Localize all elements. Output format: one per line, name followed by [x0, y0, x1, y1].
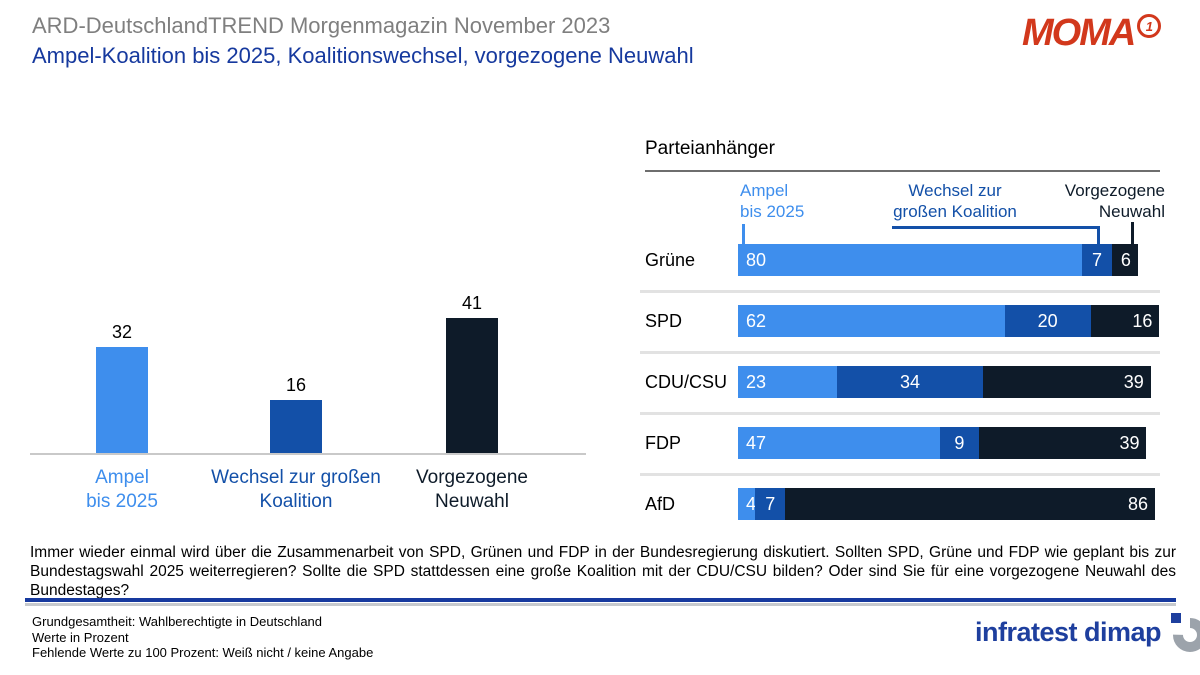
legend-wechsel: Wechsel zur großen Koalition: [893, 181, 1017, 221]
legend-connector-wechsel-vertical: [1097, 226, 1100, 244]
note-line: Grundgesamtheit: Wahlberechtigte in Deut…: [32, 614, 323, 629]
bar-value-label: 32: [111, 322, 133, 343]
ard-one-icon: 1: [1137, 14, 1162, 38]
report-title: ARD-DeutschlandTREND Morgenmagazin Novem…: [32, 13, 611, 38]
panel-title: Parteianhänger: [645, 138, 775, 159]
row-separator: [640, 473, 1160, 476]
row-separator: [640, 290, 1160, 293]
stacked-bar: 4 7 86: [738, 488, 1168, 520]
stacked-bar: 62 20 16: [738, 305, 1168, 337]
methodology-notes: Grundgesamtheit: Wahlberechtigte in Deut…: [32, 614, 373, 661]
table-row-cducsu: CDU/CSU 23 34 39: [645, 366, 1168, 398]
footer-divider-gray: [25, 603, 1176, 606]
bar-ampel-rect: [96, 347, 148, 453]
survey-question-text: Immer wieder einmal wird über die Zusamm…: [30, 544, 1176, 599]
legend-connector-wechsel-horizontal: [892, 226, 1099, 229]
infratest-dimap-logo: infratest dimap: [975, 611, 1200, 653]
segment-wechsel: 20: [1004, 305, 1091, 337]
bar-value-label: 41: [461, 292, 483, 313]
overall-bar-chart: 32 16 41: [30, 280, 610, 455]
segment-ampel: 4: [738, 488, 756, 520]
segment-neuwahl: 86: [785, 488, 1156, 520]
category-label-ampel: Ampel bis 2025: [86, 467, 158, 512]
bar-wechsel-rect: [270, 400, 322, 453]
segment-neuwahl: 39: [978, 427, 1147, 459]
x-axis-line: [30, 453, 586, 455]
bar-neuwahl-rect: [446, 317, 498, 453]
panel-title-divider: [645, 170, 1160, 172]
infratest-dimap-logo-text: infratest dimap: [975, 616, 1162, 647]
party-breakdown-panel: Parteianhänger Ampel bis 2025 Wechsel zu…: [640, 138, 1168, 530]
bar-ampel: 32: [96, 322, 148, 453]
legend-neuwahl: Vorgezogene Neuwahl: [1064, 181, 1165, 221]
row-separator: [640, 351, 1160, 354]
segment-wechsel: 34: [836, 366, 984, 398]
segment-neuwahl: 16: [1090, 305, 1160, 337]
bar-wechsel: 16: [270, 375, 322, 453]
moma-logo: MOMA 1: [1022, 12, 1162, 54]
moma-logo-text: MOMA: [1022, 12, 1136, 54]
category-label-wechsel: Wechsel zur großen Koalition: [211, 467, 381, 512]
stacked-bar: 80 7 6: [738, 244, 1168, 276]
segment-ampel: 80: [738, 244, 1082, 276]
segment-wechsel: 9: [940, 427, 979, 459]
table-row-afd: AfD 4 7 86: [645, 488, 1168, 520]
category-label-neuwahl: Vorgezogene Neuwahl: [416, 467, 528, 512]
segment-neuwahl: 6: [1112, 244, 1138, 276]
segment-ampel: 23: [738, 366, 837, 398]
bar-neuwahl: 41: [446, 293, 498, 453]
segment-wechsel: 7: [1082, 244, 1113, 276]
legend-ampel: Ampel bis 2025: [740, 181, 805, 221]
bar-value-label: 16: [285, 375, 307, 396]
table-row-fdp: FDP 47 9 39: [645, 427, 1168, 459]
segment-wechsel: 7: [755, 488, 786, 520]
party-label: AfD: [645, 494, 676, 514]
legend-connector-neuwahl: [1131, 222, 1134, 244]
stacked-bar: 23 34 39: [738, 366, 1168, 398]
party-label: FDP: [645, 433, 681, 453]
segment-ampel: 62: [738, 305, 1005, 337]
legend-connector-ampel: [742, 224, 745, 244]
stacked-bar: 47 9 39: [738, 427, 1168, 459]
party-label: SPD: [645, 311, 683, 331]
row-separator: [640, 412, 1160, 415]
note-line: Werte in Prozent: [32, 629, 129, 645]
note-line: Fehlende Werte zu 100 Prozent: Weiß nich…: [32, 645, 374, 660]
party-label: Grüne: [645, 250, 696, 270]
table-row-spd: SPD 62 20 16: [645, 305, 1168, 337]
segment-neuwahl: 39: [983, 366, 1151, 398]
footer-divider-blue: [25, 598, 1176, 602]
party-label: CDU/CSU: [645, 372, 728, 392]
page-title: Ampel-Koalition bis 2025, Koalitionswech…: [32, 43, 694, 68]
infratest-dimap-mark-icon: [1171, 613, 1200, 652]
table-row-gruene: Grüne 80 7 6: [645, 244, 1168, 276]
segment-ampel: 47: [738, 427, 941, 459]
